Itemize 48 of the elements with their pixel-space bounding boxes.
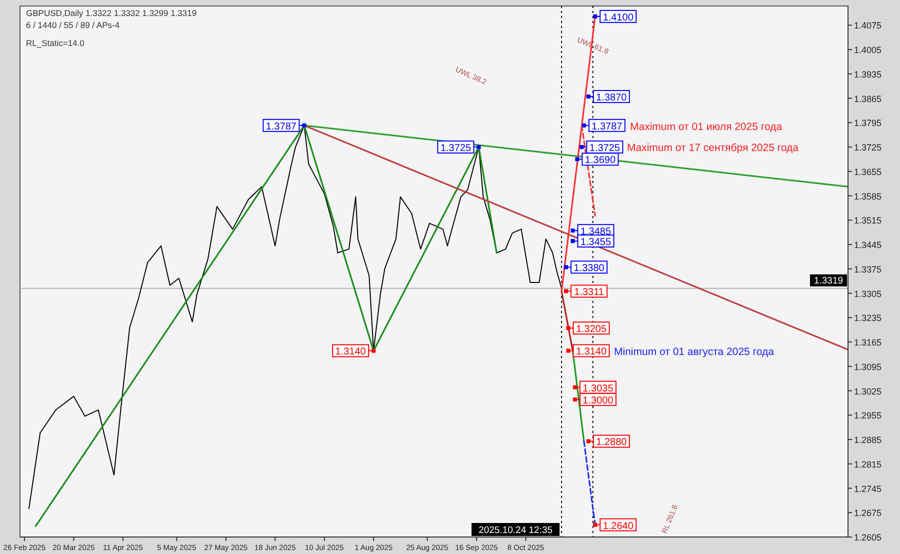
- y-tick-label: 1.2885: [854, 435, 882, 446]
- data-label: 1.3380: [574, 263, 605, 274]
- data-label: 1.3725: [440, 143, 472, 154]
- y-tick-label: 1.2955: [854, 410, 882, 421]
- y-tick-label: 1.2605: [854, 532, 882, 542]
- y-tick-label: 1.3375: [854, 264, 882, 274]
- ref-line-label: 2025.10.24 12:35: [478, 525, 553, 536]
- data-label: 1.2640: [602, 520, 634, 532]
- y-tick-label: 1.2815: [854, 459, 882, 470]
- y-tick-label: 1.3515: [854, 216, 882, 226]
- y-tick-label: 1.3445: [854, 240, 882, 250]
- y-tick-label: 1.2745: [854, 484, 882, 494]
- y-tick-label: 1.3865: [854, 94, 882, 104]
- y-tick-label: 1.4005: [854, 45, 882, 56]
- data-label: 1.3787: [266, 121, 297, 132]
- text: 6 / 1440 / 55 / 89 / APs-4: [26, 20, 120, 30]
- annotation: RL_Static=14.0: [26, 38, 85, 48]
- data-label: 1.3140: [576, 346, 607, 358]
- ref-line-label: 1.3319: [814, 275, 844, 286]
- data-label: 1.4100: [602, 12, 634, 24]
- data-label: 1.2880: [596, 437, 628, 448]
- y-tick-label: 1.3725: [854, 142, 882, 153]
- y-tick-label: 1.3585: [854, 191, 882, 202]
- y-tick-label: 1.3935: [854, 69, 882, 80]
- data-label: 1.3311: [574, 287, 604, 298]
- data-label: 1.3035: [582, 383, 614, 394]
- data-label: 1.3140: [335, 346, 366, 358]
- line-series: [34, 124, 498, 528]
- chart-title: GBPUSD,Daily 1.3322 1.3332 1.3299 1.3319: [26, 8, 197, 18]
- annotation: Maximum от 01 июля 2025 года: [630, 121, 782, 133]
- annotation: Maximum от 17 сентября 2025 года: [627, 142, 799, 154]
- data-label: 1.3725: [589, 143, 620, 154]
- data-label: 1.3455: [580, 237, 612, 248]
- data-label: 1.3000: [582, 395, 614, 406]
- y-tick-label: 1.4075: [854, 20, 882, 31]
- y-tick-label: 1.3305: [854, 288, 882, 299]
- data-label: 1.3870: [596, 92, 628, 104]
- y-tick-label: 1.3655: [854, 166, 882, 177]
- y-tick-label: 1.3095: [854, 362, 882, 372]
- y-tick-label: 1.3165: [854, 338, 882, 348]
- data-label: 1.3205: [576, 324, 607, 336]
- annotation: Minimum от 01 августа 2025 года: [614, 346, 774, 358]
- y-tick-label: 1.3795: [854, 118, 882, 128]
- y-tick-label: 1.2675: [854, 508, 882, 518]
- y-tick-label: 1.3235: [854, 313, 882, 324]
- data-label: 1.3690: [584, 155, 616, 166]
- data-label: 1.3787: [592, 121, 623, 132]
- y-tick-label: 1.3025: [854, 386, 882, 396]
